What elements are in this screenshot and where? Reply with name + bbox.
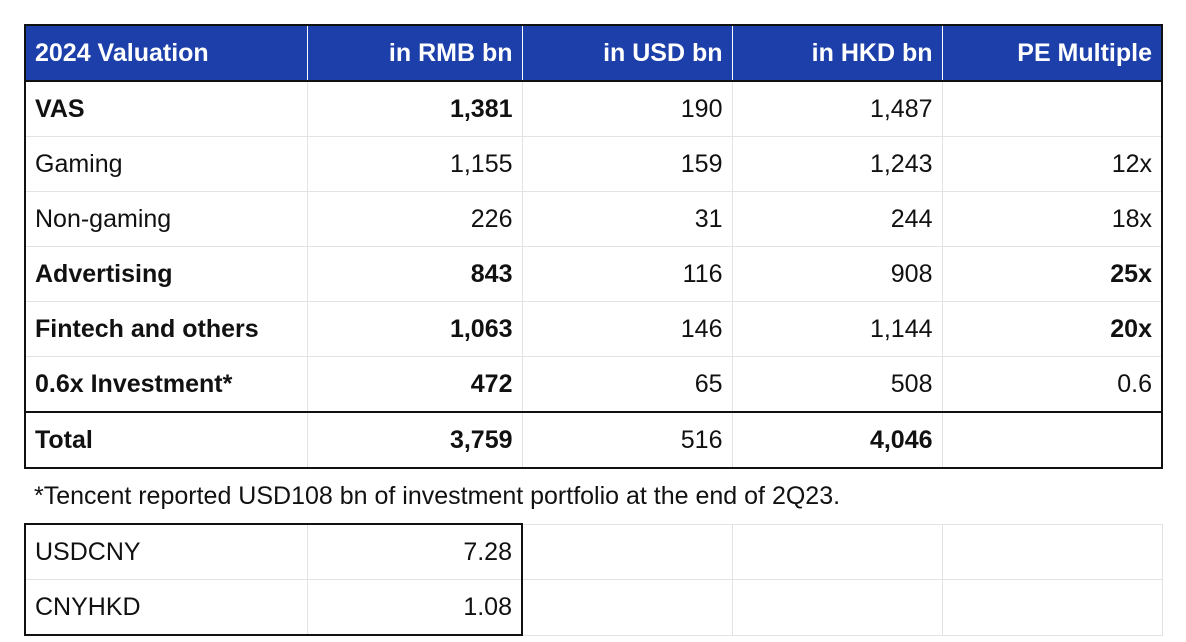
cell-usd[interactable]: 65 xyxy=(522,356,733,413)
cell-hkd[interactable]: 244 xyxy=(732,191,943,247)
cell-usd[interactable]: 146 xyxy=(522,301,733,357)
table-row-investment: 0.6x Investment* 472 65 508 0.6 xyxy=(24,356,1163,413)
cell-pe[interactable] xyxy=(942,81,1163,137)
header-row: 2024 Valuation in RMB bn in USD bn in HK… xyxy=(24,24,1163,82)
cell-pe[interactable]: 0.6 xyxy=(942,356,1163,413)
cell-rmb[interactable]: 843 xyxy=(307,246,523,302)
footnote-row: *Tencent reported USD108 bn of investmen… xyxy=(25,468,1162,525)
cell-usd[interactable]: 159 xyxy=(522,136,733,192)
table-row-total: Total 3,759 516 4,046 xyxy=(24,411,1163,469)
header-cell[interactable]: in USD bn xyxy=(522,24,733,82)
cell-usd[interactable]: 190 xyxy=(522,81,733,137)
cell-pe[interactable]: 18x xyxy=(942,191,1163,247)
fx-row-cnyhkd: CNYHKD 1.08 xyxy=(24,579,1163,636)
table-row-vas: VAS 1,381 190 1,487 xyxy=(24,81,1163,137)
valuation-table: 2024 Valuation in RMB bn in USD bn in HK… xyxy=(24,24,1163,636)
row-label[interactable]: Fintech and others xyxy=(24,301,308,357)
cell-hkd[interactable]: 1,243 xyxy=(732,136,943,192)
row-label[interactable]: 0.6x Investment* xyxy=(24,356,308,413)
cell-pe[interactable]: 20x xyxy=(942,301,1163,357)
empty-cell[interactable] xyxy=(522,579,733,636)
cell-pe[interactable]: 25x xyxy=(942,246,1163,302)
cell-pe[interactable] xyxy=(942,411,1163,469)
row-label[interactable]: Non-gaming xyxy=(24,191,308,247)
table-row-non-gaming: Non-gaming 226 31 244 18x xyxy=(24,191,1163,247)
cell-pe[interactable]: 12x xyxy=(942,136,1163,192)
fx-value[interactable]: 7.28 xyxy=(307,523,523,580)
row-label[interactable]: Gaming xyxy=(24,136,308,192)
cell-rmb[interactable]: 1,381 xyxy=(307,81,523,137)
cell-rmb[interactable]: 3,759 xyxy=(307,411,523,469)
cell-hkd[interactable]: 4,046 xyxy=(732,411,943,469)
empty-cell[interactable] xyxy=(522,524,733,580)
cell-rmb[interactable]: 1,063 xyxy=(307,301,523,357)
cell-usd[interactable]: 516 xyxy=(522,411,733,469)
cell-hkd[interactable]: 508 xyxy=(732,356,943,413)
empty-cell[interactable] xyxy=(942,579,1163,636)
table-row-advertising: Advertising 843 116 908 25x xyxy=(24,246,1163,302)
fx-row-usdcny: USDCNY 7.28 xyxy=(24,523,1163,580)
table-row-gaming: Gaming 1,155 159 1,243 12x xyxy=(24,136,1163,192)
cell-hkd[interactable]: 1,487 xyxy=(732,81,943,137)
header-cell[interactable]: PE Multiple xyxy=(942,24,1163,82)
cell-usd[interactable]: 116 xyxy=(522,246,733,302)
empty-cell[interactable] xyxy=(732,524,943,580)
row-label[interactable]: Total xyxy=(24,411,308,469)
fx-value[interactable]: 1.08 xyxy=(307,579,523,636)
table-row-fintech: Fintech and others 1,063 146 1,144 20x xyxy=(24,301,1163,357)
row-label[interactable]: VAS xyxy=(24,81,308,137)
fx-label[interactable]: USDCNY xyxy=(24,523,308,580)
valuation-sheet: 2024 Valuation in RMB bn in USD bn in HK… xyxy=(24,24,1163,636)
cell-hkd[interactable]: 1,144 xyxy=(732,301,943,357)
row-label[interactable]: Advertising xyxy=(24,246,308,302)
fx-label[interactable]: CNYHKD xyxy=(24,579,308,636)
cell-hkd[interactable]: 908 xyxy=(732,246,943,302)
cell-rmb[interactable]: 1,155 xyxy=(307,136,523,192)
empty-cell[interactable] xyxy=(732,579,943,636)
header-cell[interactable]: 2024 Valuation xyxy=(24,24,308,82)
cell-usd[interactable]: 31 xyxy=(522,191,733,247)
cell-rmb[interactable]: 472 xyxy=(307,356,523,413)
header-cell[interactable]: in HKD bn xyxy=(732,24,943,82)
cell-rmb[interactable]: 226 xyxy=(307,191,523,247)
header-cell[interactable]: in RMB bn xyxy=(307,24,523,82)
empty-cell[interactable] xyxy=(942,524,1163,580)
footnote[interactable]: *Tencent reported USD108 bn of investmen… xyxy=(25,468,1162,525)
